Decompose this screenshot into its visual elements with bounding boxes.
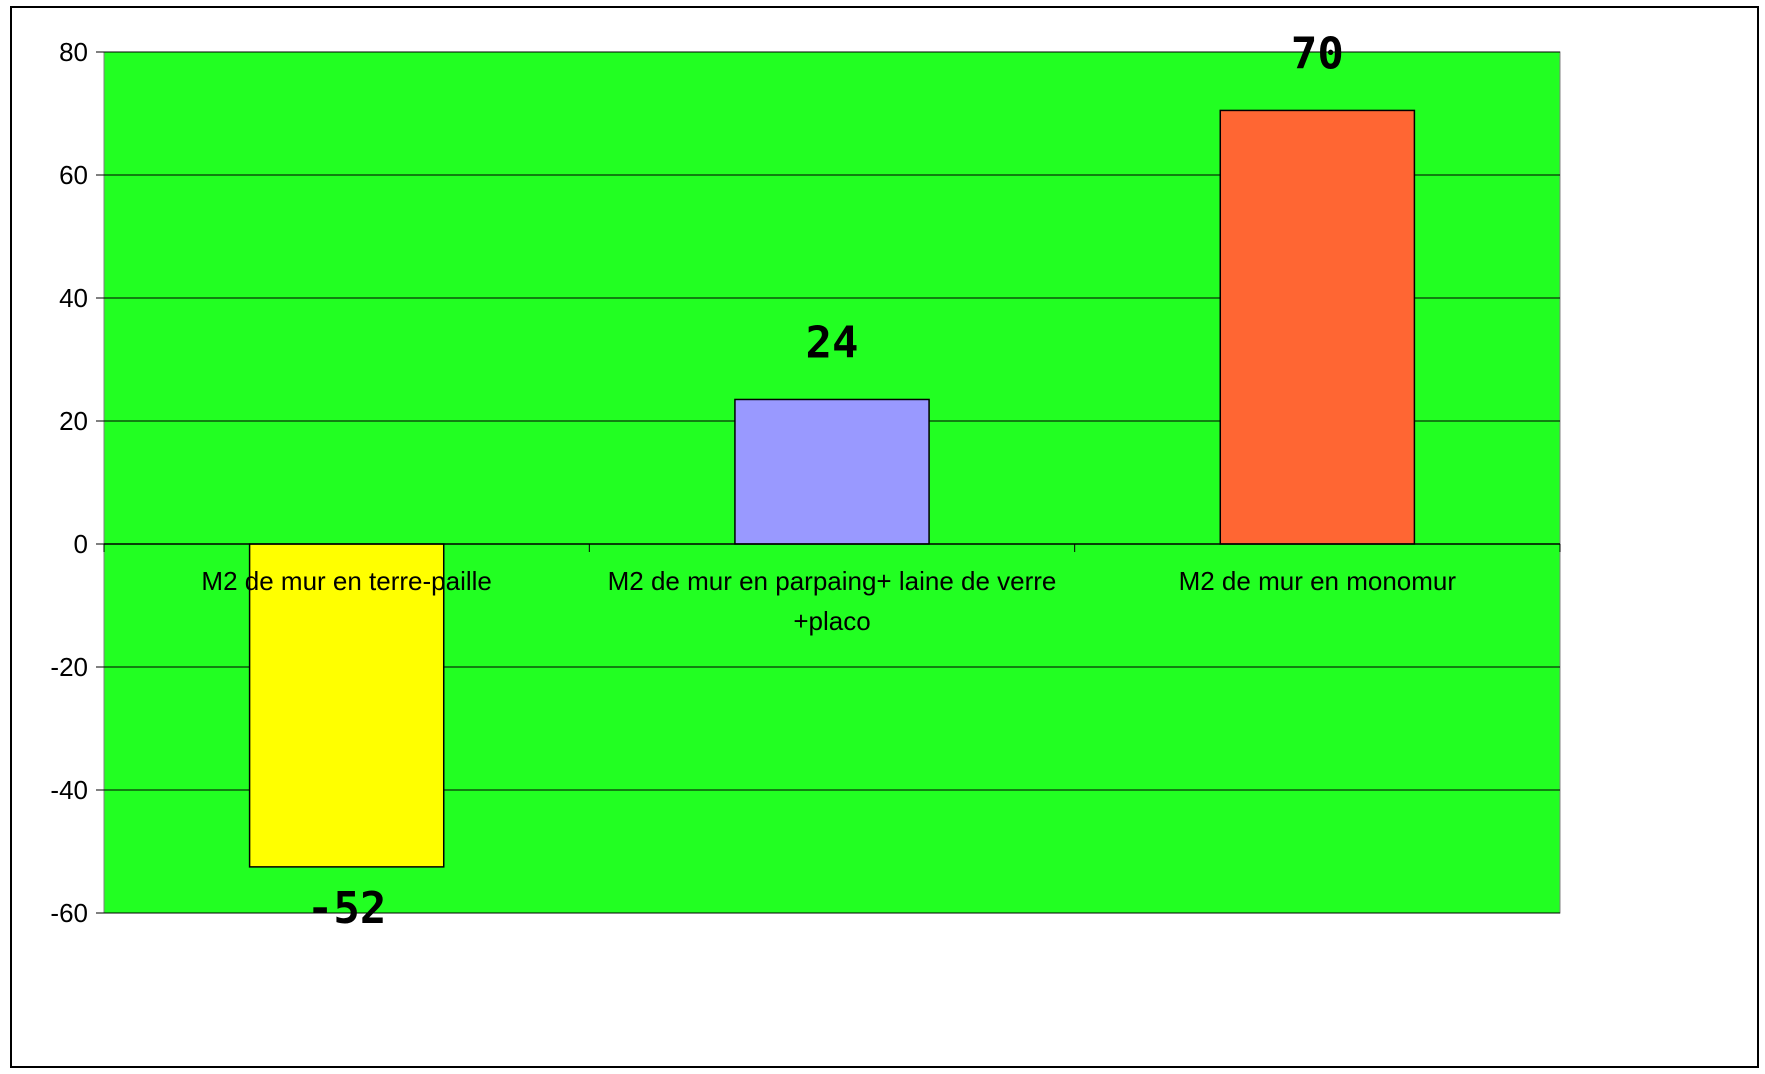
y-tick-label: 20 [59,406,88,436]
data-label: 24 [806,317,859,368]
chart-frame: 80 60 40 20 0 -20 -40 -60 M2 de mur en terre-pa… [10,6,1759,1068]
y-tick-label: 0 [74,529,88,559]
zero-axis [103,543,1561,552]
category-label: M2 de mur en monomur [1179,566,1457,596]
y-tick-label: 60 [59,160,88,190]
y-tick-label: -40 [50,775,88,805]
category-label: M2 de mur en terre-paille [201,566,491,596]
y-tick-label: 40 [59,283,88,313]
category-label-line: M2 de mur en monomur [1179,566,1457,596]
data-label: 70 [1291,28,1344,79]
bar [1219,109,1416,545]
category-label-line: M2 de mur en parpaing+ laine de verre [608,566,1057,596]
data-label: -52 [307,883,386,934]
data-labels: -52 24 70 [307,28,1344,933]
y-axis-tick-labels: 80 60 40 20 0 -20 -40 -60 [50,37,88,928]
category-label-line: +placo [793,606,870,636]
bar [248,543,445,868]
category-label: M2 de mur en parpaing+ laine de verre +pl… [608,566,1057,636]
bar [734,398,930,545]
category-labels: M2 de mur en terre-paille M2 de mur en pa… [201,566,1456,636]
bars [248,109,1416,868]
bar-chart: 80 60 40 20 0 -20 -40 -60 M2 de mur en terre-pa… [50,28,1561,934]
y-tick-label: 80 [59,37,88,67]
category-label-line: M2 de mur en terre-paille [201,566,491,596]
y-tick-label: -60 [50,898,88,928]
y-tick-label: -20 [50,652,88,682]
